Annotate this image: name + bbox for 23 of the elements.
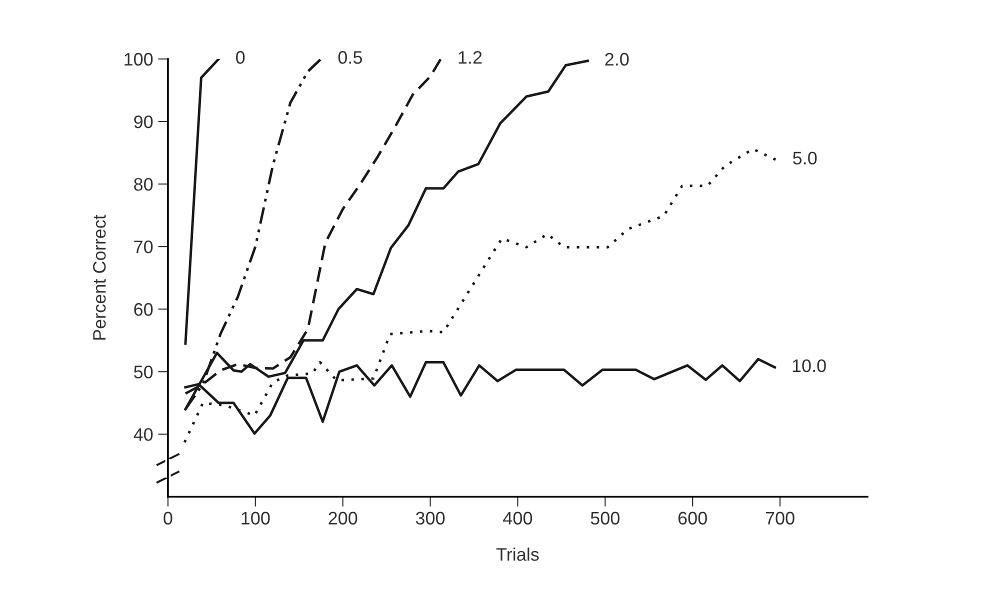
x-axis-title: Trials — [496, 548, 539, 561]
x-tick-label: 200 — [328, 512, 358, 525]
series-label: 0 — [236, 51, 245, 64]
x-tick-label: 700 — [766, 512, 794, 525]
x-tick-label: 300 — [416, 512, 445, 525]
y-axis-title: Percent Correct — [93, 214, 106, 340]
y-tick-label: 90 — [134, 115, 153, 128]
x-tick-label: 500 — [590, 512, 620, 525]
x-tick-label: 0 — [164, 512, 172, 525]
y-tick-label: 40 — [134, 428, 153, 441]
series-label: 1.2 — [458, 51, 482, 64]
y-tick-label: 50 — [134, 366, 153, 378]
series-label: 10.0 — [792, 359, 826, 372]
series-label: 5.0 — [793, 152, 817, 165]
x-tick-label: 100 — [242, 512, 270, 525]
series-label: 2.0 — [605, 52, 629, 66]
y-tick-label: 80 — [134, 178, 153, 191]
series-label: 0.5 — [338, 51, 362, 64]
y-tick-label: 70 — [134, 240, 153, 254]
y-tick-label: 100 — [124, 52, 153, 66]
x-tick-label: 600 — [678, 512, 707, 525]
y-tick-label: 60 — [134, 303, 153, 316]
x-tick-label: 400 — [503, 512, 532, 525]
